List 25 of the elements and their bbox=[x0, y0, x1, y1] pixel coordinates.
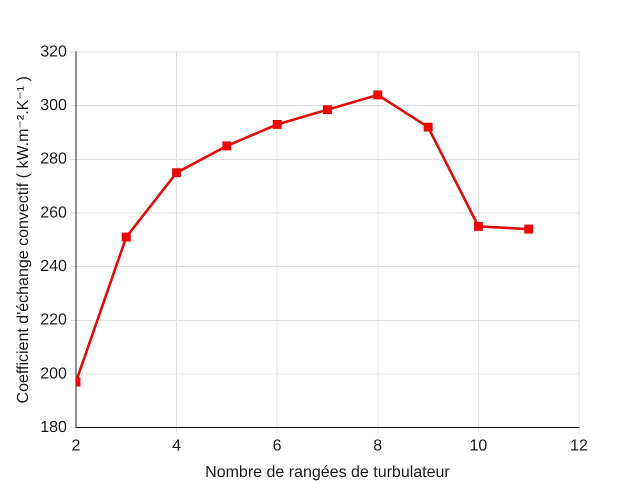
x-tick-label: 10 bbox=[469, 438, 488, 455]
point bbox=[172, 168, 181, 178]
x-tick-label: 4 bbox=[172, 438, 182, 455]
point bbox=[222, 141, 232, 150]
y-tick-label: 180 bbox=[40, 419, 67, 436]
y-tick-label: 280 bbox=[40, 150, 67, 168]
point bbox=[122, 232, 131, 242]
x-axis-title: Nombre de rangées de turbulateur bbox=[205, 464, 450, 481]
point bbox=[373, 90, 382, 100]
x-tick-label: 12 bbox=[570, 438, 588, 455]
point bbox=[424, 122, 432, 132]
x-tick-label: 2 bbox=[71, 438, 80, 455]
point bbox=[474, 222, 483, 231]
x-tick-label: 6 bbox=[272, 438, 282, 455]
y-tick-label: 260 bbox=[40, 204, 67, 222]
y-tick-label: 320 bbox=[40, 43, 67, 60]
y-tick-label: 220 bbox=[40, 312, 67, 329]
point bbox=[272, 120, 282, 129]
y-tick-label: 200 bbox=[40, 365, 67, 382]
y-axis-title: Coefficient d'échange convectif ( kW.m⁻².K⁻¹ ) bbox=[15, 76, 32, 404]
y-tick-label: 240 bbox=[40, 258, 67, 276]
y-tick-label: 300 bbox=[40, 97, 67, 114]
x-tick-label: 8 bbox=[373, 438, 382, 455]
point bbox=[323, 105, 332, 114]
point bbox=[524, 224, 534, 234]
